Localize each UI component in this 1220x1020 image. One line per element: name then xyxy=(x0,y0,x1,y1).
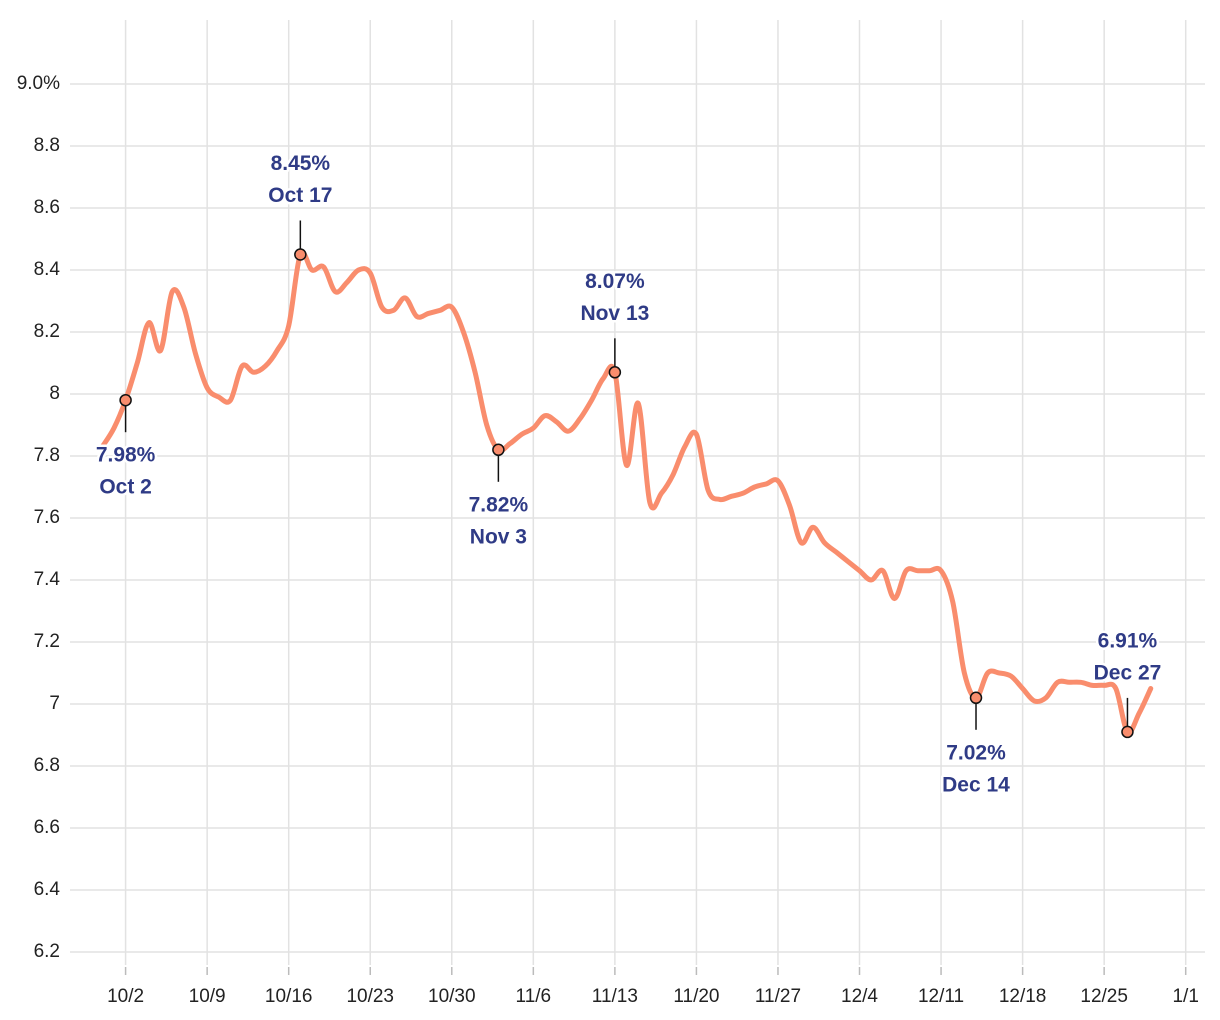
y-tick-label: 6.8 xyxy=(34,755,60,776)
x-tick-label: 11/27 xyxy=(755,986,801,1007)
x-tick-label: 10/23 xyxy=(346,986,394,1007)
y-tick-label: 8.4 xyxy=(34,259,61,280)
x-tick-label: 12/18 xyxy=(999,986,1047,1007)
y-tick-label: 7.6 xyxy=(34,507,60,528)
annotation-point xyxy=(294,248,307,261)
annotation-point xyxy=(119,393,132,407)
x-tick-label: 12/11 xyxy=(918,986,964,1007)
x-tick-label: 12/25 xyxy=(1080,986,1128,1007)
annotation-point xyxy=(969,691,983,705)
y-tick-label: 8.6 xyxy=(34,197,60,218)
annotation-date: Oct 17 xyxy=(268,184,332,207)
x-tick-label: 10/30 xyxy=(428,986,476,1007)
annotation-value: 7.02% xyxy=(946,741,1006,764)
y-tick-label: 7 xyxy=(49,693,60,714)
y-tick-label: 6.4 xyxy=(34,879,61,900)
annotation-date: Dec 14 xyxy=(942,773,1010,796)
annotation-point xyxy=(608,366,622,379)
annotation-value: 6.91% xyxy=(1098,629,1158,652)
x-tick-label: 1/1 xyxy=(1172,986,1198,1007)
annotation-value: 8.45% xyxy=(271,152,331,175)
y-tick-label: 7.4 xyxy=(34,569,61,590)
y-tick-label: 8 xyxy=(49,383,60,404)
y-tick-label: 6.6 xyxy=(34,817,60,838)
annotation-date: Nov 3 xyxy=(470,525,527,548)
annotation-value: 8.07% xyxy=(585,270,645,293)
x-tick-label: 10/9 xyxy=(189,986,226,1007)
annotation-point xyxy=(492,443,505,457)
y-tick-label: 7.8 xyxy=(34,445,60,466)
y-tick-label: 8.2 xyxy=(34,321,60,342)
annotation-date: Dec 27 xyxy=(1094,661,1162,684)
x-tick-label: 10/2 xyxy=(107,986,144,1007)
x-tick-label: 11/13 xyxy=(592,986,638,1007)
x-tick-label: 12/4 xyxy=(841,986,878,1007)
y-tick-label: 8.8 xyxy=(34,135,60,156)
x-tick-label: 11/6 xyxy=(516,986,552,1007)
annotation-date: Oct 2 xyxy=(99,476,152,499)
annotation-date: Nov 13 xyxy=(580,302,649,325)
y-tick-label: 6.2 xyxy=(34,941,60,962)
annotation-point xyxy=(1121,725,1134,739)
annotation-value: 7.98% xyxy=(96,444,156,467)
y-tick-label: 9.0% xyxy=(17,73,60,94)
x-tick-label: 11/20 xyxy=(673,986,719,1007)
y-tick-label: 7.2 xyxy=(34,631,60,652)
annotation-value: 7.82% xyxy=(469,493,529,516)
x-tick-label: 10/16 xyxy=(265,986,313,1007)
